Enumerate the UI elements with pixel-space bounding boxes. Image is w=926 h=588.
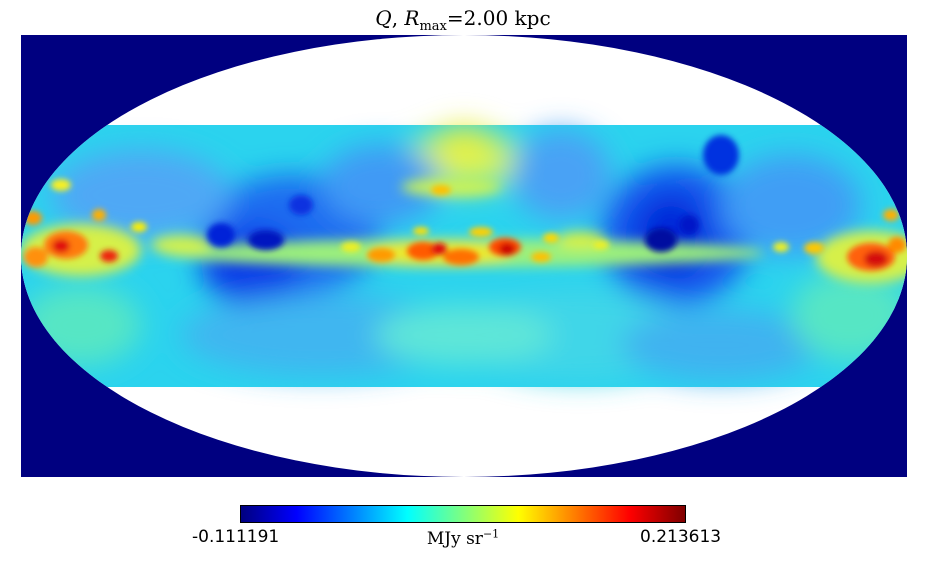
colorbar-unit-label: MJy sr−1: [0, 528, 926, 550]
sky-map: [21, 35, 907, 477]
title-r-symbol: R: [404, 6, 420, 30]
title-r-value: =2.00 kpc: [446, 6, 551, 30]
map-title: Q, Rmax=2.00 kpc: [0, 6, 926, 33]
colorbar-unit-exponent: −1: [482, 527, 500, 541]
bright-clumps: [24, 179, 906, 271]
dark-filaments: [207, 135, 739, 252]
observed-band: [21, 125, 907, 387]
colorbar-gradient: [240, 505, 686, 523]
title-r-subscript: max: [419, 19, 447, 34]
colorbar-unit-main: MJy sr: [426, 529, 483, 549]
colorbar-max-label: 0.213613: [640, 527, 722, 547]
colorbar: [240, 505, 686, 523]
title-separator: ,: [391, 6, 405, 30]
mollweide-map-svg: [21, 35, 907, 477]
colorbar-min-label: -0.111191: [192, 527, 280, 547]
title-symbol: Q: [375, 6, 392, 30]
